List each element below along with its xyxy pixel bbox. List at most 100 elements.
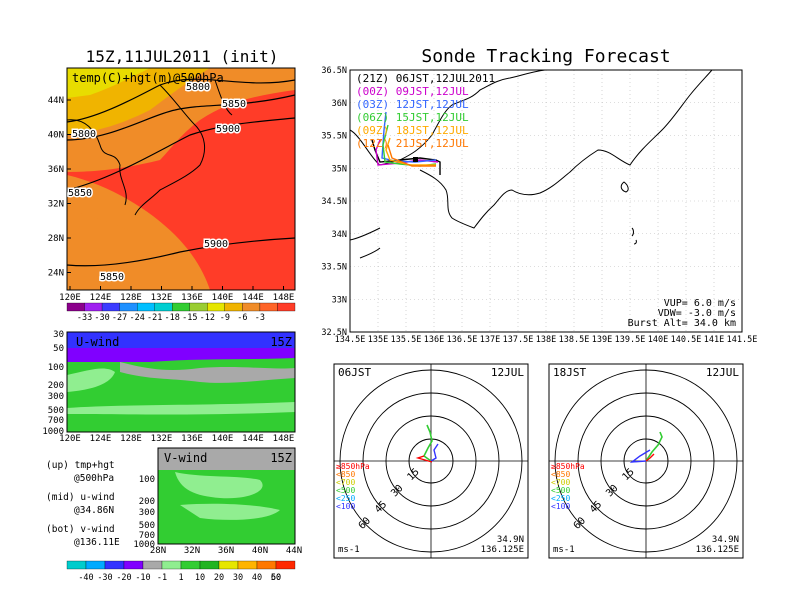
colorbar-label: 50 [271,573,281,583]
lat-tick-label: 32.5N [321,328,347,338]
pressure-tick-label: 700 [48,416,64,426]
pressure-tick-label: 500 [139,521,155,531]
pressure-tick-label: 50 [53,344,64,354]
hodo-time: 18JST [553,366,586,379]
lat-tick-label: 33.5N [321,263,347,273]
colorbar-label: 60 [271,573,281,583]
hodo-level-label: <250 [336,494,355,503]
colorbar-swatch [207,302,225,312]
colorbar-label: -27 [112,313,127,323]
track-time-entry: (21Z) 06JST,12JUL2011 [356,72,495,85]
track-time-entry: (06Z) 15JST,12JUL [356,111,469,124]
lat-tick-label: 24N [48,269,64,279]
lon-tick-label: 124E [90,293,112,303]
hodo-level-label: <500 [336,486,355,495]
colorbar-swatch [224,302,243,312]
lon-tick-label: 141.5E [727,335,758,345]
lon-tick-label: 140E [648,335,668,345]
left-title: 15Z,11JUL2011 (init) [86,47,279,66]
colorbar-label: 30 [233,573,243,583]
track-time-entry: (00Z) 09JST,12JUL [356,85,469,98]
contour-label: 5900 [216,124,240,135]
pressure-tick-label: 700 [139,531,155,541]
track-parameter: Burst Alt= 34.0 km [628,318,736,329]
lon-tick-label: 140E [212,293,234,303]
colorbar-label: -30 [94,313,109,323]
lon-tick-label: 128E [120,293,142,303]
colorbar-label: -10 [135,573,150,583]
colorbar-label: -40 [78,573,93,583]
hodograph-trace [645,453,655,462]
colorbar-swatch [180,560,201,570]
contour-label: 5850 [68,188,92,199]
hodo-date: 12JUL [491,366,524,379]
lat-tick-label: 34N [332,230,347,240]
lat-tick-label: 44N [48,96,64,106]
lat-tick-label: 36N [332,99,347,109]
colorbar-swatch [242,302,261,312]
colorbar-label: -15 [182,313,197,323]
lon-tick-label: 132E [151,434,173,444]
hodo-level-label: <700 [336,478,355,487]
legend-notes: (up) tmp+hgt @500hPa (mid) u-wind @34.86N (b… [46,460,120,548]
hodo-location: 34.9N [712,535,739,545]
hodo-level-label: <500 [551,486,570,495]
lat-tick-label: 35N [332,164,347,174]
uwind-time: 15Z [270,335,292,349]
pressure-tick-label: 1000 [133,540,155,550]
map500-label: temp(C)+hgt(m)@500hPa [72,71,224,85]
colorbar-label: -18 [165,313,180,323]
colorbar-swatch [256,560,277,570]
contour-label: 5800 [72,129,96,140]
pressure-tick-label: 100 [48,363,64,373]
track-time-entry: (03Z) 12JST,12JUL [356,98,469,111]
colorbar-label: 10 [195,573,205,583]
track-parameter: VDW= -3.0 m/s [658,308,736,319]
hodo-location: 136.125E [696,545,739,555]
lat-tick-label: 36N [218,546,234,556]
hodo-location: 34.9N [497,535,524,545]
hodograph-trace [422,424,433,462]
lat-tick-label: 32N [48,200,64,210]
lon-tick-label: 136.5E [447,335,478,345]
pressure-tick-label: 300 [48,392,64,402]
vwind-label: V-wind [164,451,207,465]
lat-tick-label: 36N [48,165,64,175]
colorbar-swatch [66,560,87,570]
track-time-entry: (12Z) 21JST,12JUL [356,137,469,150]
contour-label: 5850 [222,99,246,110]
lon-tick-label: 128E [120,434,142,444]
right-title: Sonde Tracking Forecast [421,46,670,67]
note-line: (mid) u-wind [46,492,115,503]
colorbar-swatch [189,302,208,312]
lon-tick-label: 139E [592,335,612,345]
lon-tick-label: 120E [59,434,81,444]
lon-tick-label: 139.5E [615,335,646,345]
lon-tick-label: 144E [242,293,264,303]
lon-tick-label: 136E [181,293,203,303]
colorbar-swatch [66,302,85,312]
lat-tick-label: 40N [48,131,64,141]
colorbar-label: -20 [116,573,131,583]
pressure-tick-label: 30 [53,330,64,340]
hodo-unit: ms-1 [553,545,575,555]
contour-label: 5850 [100,272,124,283]
colorbar-swatch [119,302,138,312]
colorbar-swatch [172,302,190,312]
hodograph-trace [645,431,663,462]
hodo-location: 136.125E [481,545,524,555]
colorbar-swatch [161,560,182,570]
hodo-time: 06JST [338,366,371,379]
colorbar-swatch [123,560,144,570]
hodo-date: 12JUL [706,366,739,379]
sonde-track [375,139,439,166]
lat-tick-label: 33N [332,295,347,305]
hodo-level-label: <850 [336,470,355,479]
note-line: (bot) v-wind [46,524,115,535]
colorbar-label: 40 [252,573,262,583]
lon-tick-label: 136E [181,434,203,444]
pressure-tick-label: 200 [48,381,64,391]
colorbar-swatch [85,560,106,570]
